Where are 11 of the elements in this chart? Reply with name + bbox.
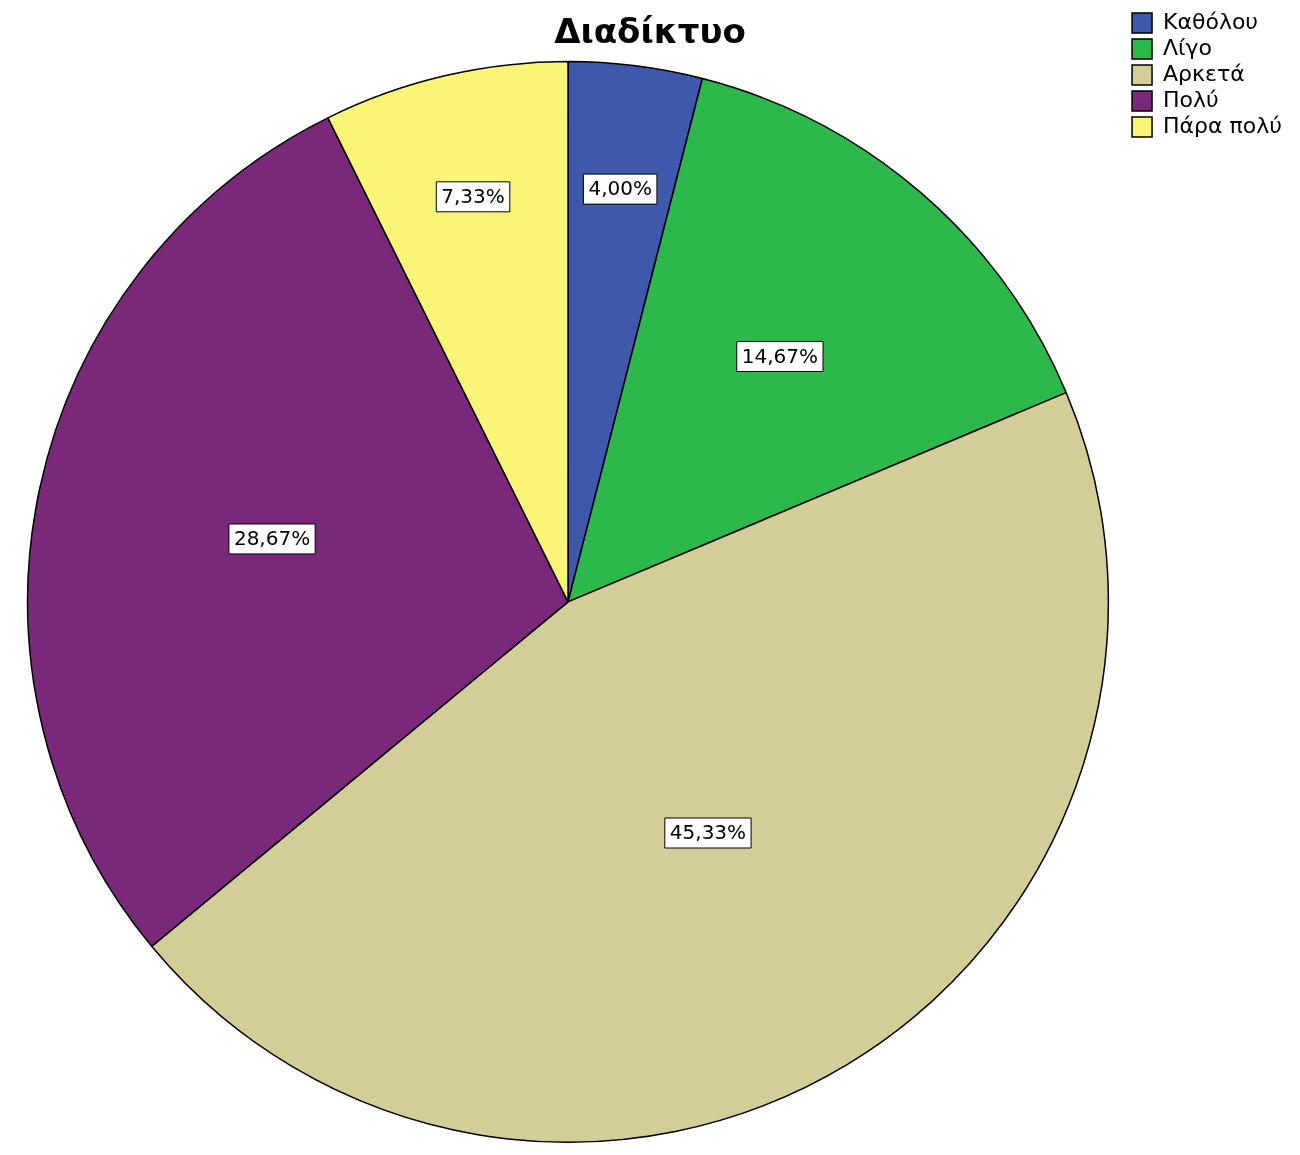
data-label: 45,33% (669, 820, 747, 845)
data-label: 14,67% (741, 343, 819, 368)
data-label: 7,33% (441, 184, 505, 209)
legend-label: Πολύ (1163, 86, 1219, 112)
data-label: 28,67% (233, 526, 311, 551)
data-label: 4,00% (588, 176, 652, 201)
chart-title: Διαδίκτυο (554, 11, 746, 52)
legend-label: Αρκετά (1163, 60, 1245, 86)
legend-label: Καθόλου (1163, 8, 1259, 34)
legend-label: Πάρα πολύ (1163, 112, 1283, 138)
legend-label: Λίγο (1163, 34, 1213, 60)
